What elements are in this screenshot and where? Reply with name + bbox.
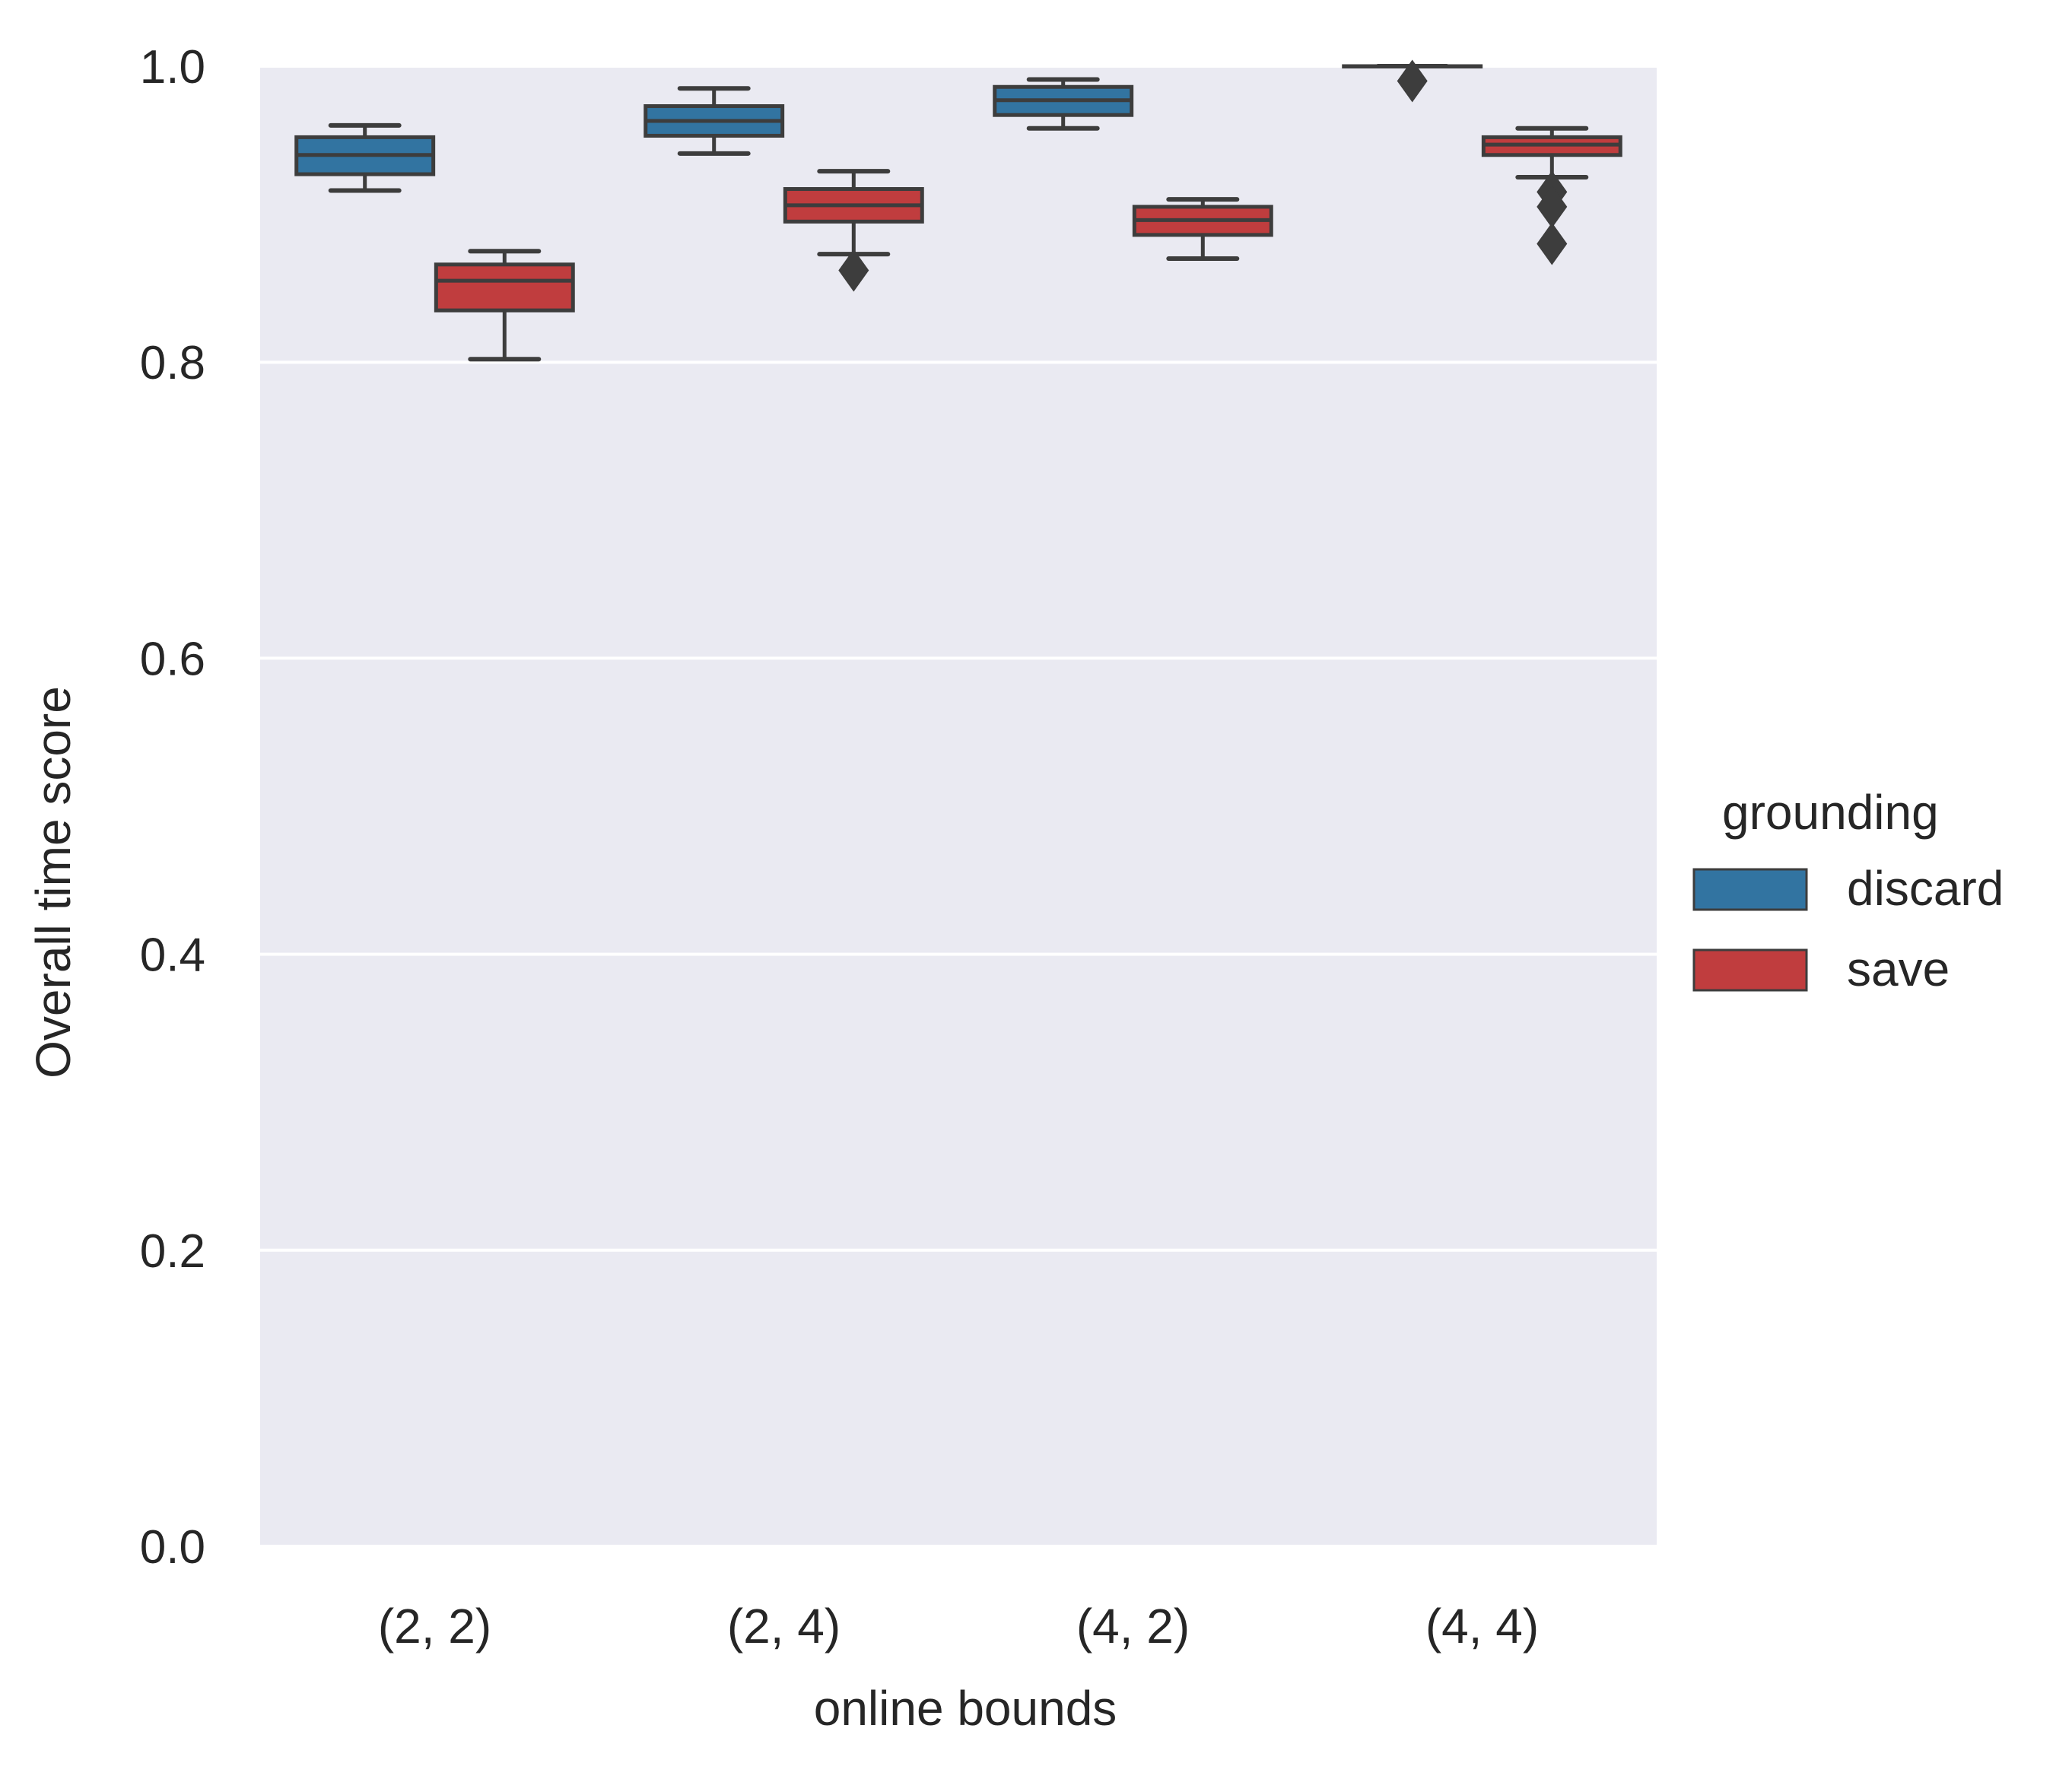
legend-label-save: save [1847,942,1950,996]
x-axis-tick-labels: (2, 2) (2, 4) (4, 2) (4, 4) [378,1599,1539,1654]
y-tick-label: 1.0 [140,41,205,94]
box-discard-2 [993,77,1134,131]
box-discard-0 [294,122,436,193]
box-save-0 [434,249,575,362]
outlier-point [1397,59,1428,103]
box-discard-3 [1342,59,1483,103]
legend-title: grounding [1722,785,1939,840]
box-save-2 [1132,197,1273,261]
box-save-3 [1481,125,1622,265]
legend-label-discard: discard [1847,861,2004,916]
y-axis-label: Overall time score [26,686,81,1079]
plot-area-background [260,66,1657,1546]
y-tick-label: 0.8 [140,337,205,389]
legend-swatch-save [1692,948,1808,992]
box-save-1 [783,169,924,292]
x-tick-label: (2, 2) [378,1599,491,1654]
boxes-layer [294,59,1622,362]
x-tick-label: (4, 4) [1425,1599,1539,1654]
box-iqr [434,262,575,313]
outlier-point [1537,222,1568,265]
legend-swatch-discard [1692,868,1808,911]
outlier-point [1537,185,1568,228]
x-tick-label: (2, 4) [727,1599,841,1654]
y-tick-label: 0.2 [140,1225,205,1278]
legend: grounding discard save [1692,785,2004,996]
x-axis-label: online bounds [814,1681,1117,1736]
y-axis-tick-labels: 0.0 0.2 0.4 0.6 0.8 1.0 [140,41,205,1574]
x-tick-label: (4, 2) [1076,1599,1190,1654]
y-tick-label: 0.4 [140,929,205,982]
y-tick-label: 0.0 [140,1521,205,1574]
outlier-point [838,249,869,292]
box-discard-1 [644,86,785,156]
y-tick-label: 0.6 [140,633,205,685]
